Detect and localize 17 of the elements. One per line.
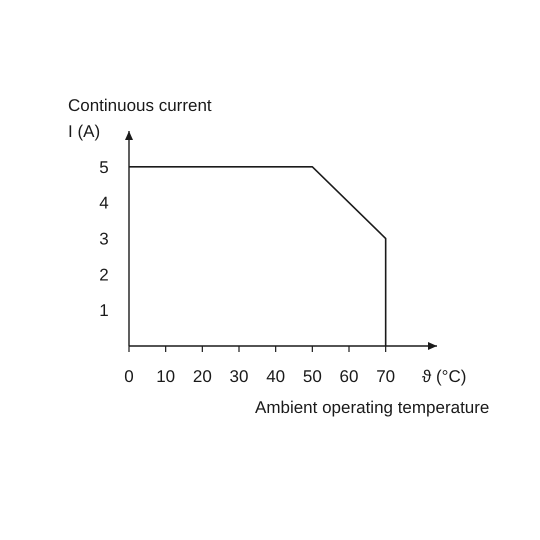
x-tick-label: 40: [266, 367, 286, 386]
x-tick-label: 60: [340, 367, 358, 386]
y-tick-label: 5: [99, 158, 109, 177]
text: Ambient operating temperature: [255, 398, 490, 417]
x-tick-label: 70: [376, 367, 396, 386]
x-axis-title: ϑ (°C): [422, 367, 466, 386]
y-axis-title: I (A): [68, 122, 100, 141]
x-tick-label: 10: [156, 367, 176, 386]
y-tick-label: 3: [99, 230, 109, 248]
x-tick-label: 50: [302, 367, 322, 386]
text: Continuous current: [68, 96, 212, 115]
x-tick-label: 30: [230, 367, 248, 386]
x-tick-label: 20: [192, 367, 212, 386]
x-tick-label: 0: [124, 367, 134, 386]
y-tick-label: 1: [99, 301, 109, 320]
y-tick-label: 4: [99, 194, 109, 213]
y-tick-label: 2: [99, 265, 109, 284]
